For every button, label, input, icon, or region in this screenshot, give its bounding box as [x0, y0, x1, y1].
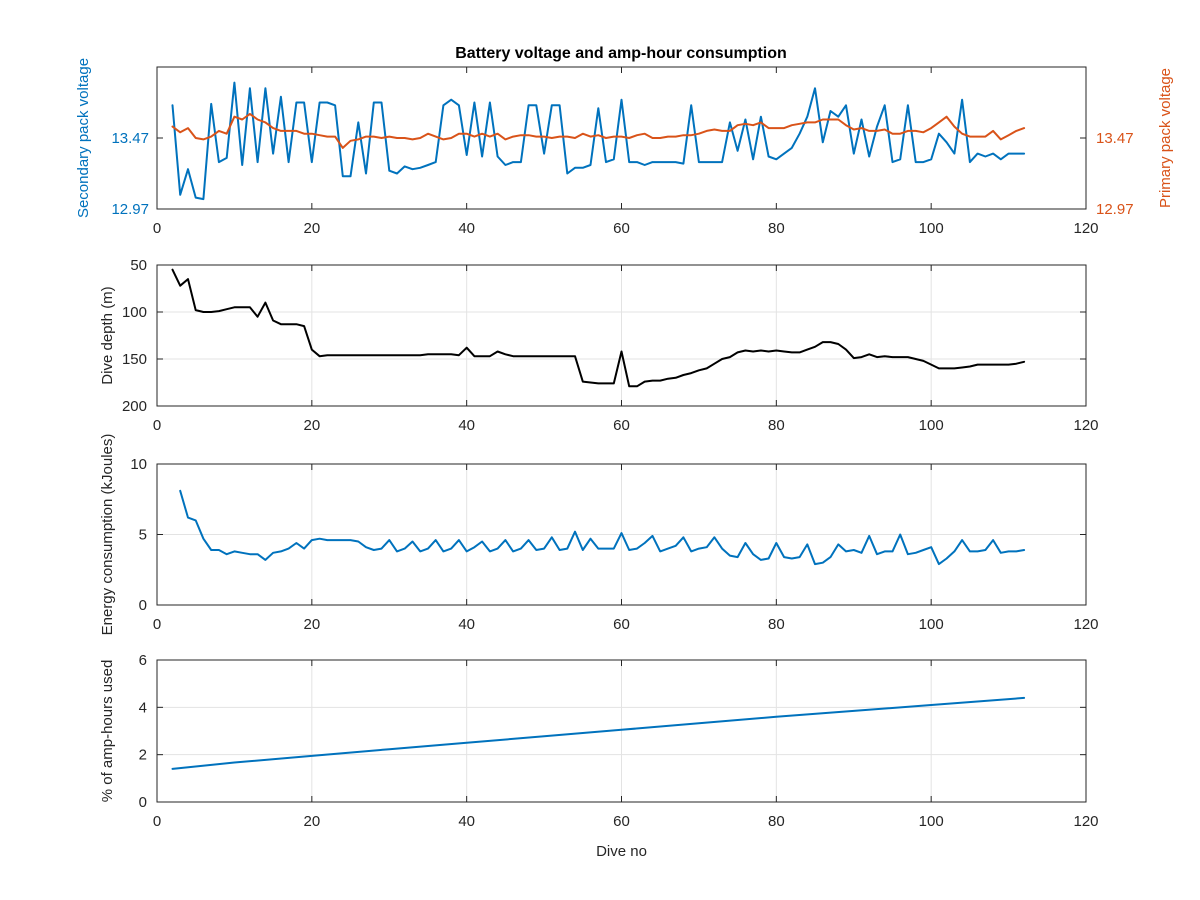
x-tick-label: 120 — [1073, 220, 1098, 237]
y-tick-label-right: 12.97 — [1096, 201, 1134, 218]
y-tick-label: 150 — [122, 351, 147, 368]
subplot-3: 0 20 40 60 80 100 120 0 5 10 Energy consumption (k… — [99, 434, 1099, 636]
y-tick-label: 2 — [139, 747, 147, 764]
x-tick-label: 100 — [919, 417, 944, 434]
series-line-1 — [171, 696, 1026, 770]
axes-box — [156, 66, 1087, 210]
x-axis-label: Dive no — [596, 843, 647, 860]
y-tick-label: 4 — [139, 699, 147, 716]
y-axis-label: Energy consumption (kJoules) — [99, 434, 116, 636]
x-tick-label: 100 — [919, 813, 944, 830]
series-line-1 — [171, 268, 1026, 388]
y-tick-label: 6 — [139, 652, 147, 669]
y-tick-label: 100 — [122, 304, 147, 321]
x-tick-label: 60 — [613, 616, 630, 633]
x-tick-label: 40 — [458, 220, 475, 237]
y-tick-label-left: 13.47 — [111, 130, 149, 147]
y-axis-label-right: Primary pack voltage — [1157, 68, 1174, 208]
subplots: 0 20 40 60 80 100 12012.9713.4712.9713.47Secon… — [75, 58, 1174, 860]
x-tick-label: 60 — [613, 417, 630, 434]
x-tick-label: 120 — [1073, 616, 1098, 633]
x-tick-label: 20 — [303, 417, 320, 434]
subplot-4: 0 20 40 60 80 100 120 0 2 4 6 % of amp-hours used Di… — [99, 652, 1099, 860]
y-tick-label-right: 13.47 — [1096, 130, 1134, 147]
y-axis-label-left: Secondary pack voltage — [75, 58, 92, 218]
y-axis-label: Dive depth (m) — [99, 286, 116, 384]
x-tick-label: 60 — [613, 220, 630, 237]
x-tick-label: 80 — [768, 220, 785, 237]
x-tick-label: 0 — [153, 417, 161, 434]
y-axis-label: % of amp-hours used — [99, 660, 116, 803]
x-tick-label: 20 — [303, 220, 320, 237]
series-line-1 — [179, 489, 1026, 566]
x-tick-label: 20 — [303, 813, 320, 830]
x-tick-label: 0 — [153, 813, 161, 830]
subplot-2: 0 20 40 60 80 100 120 50 100 150 200 Dive depth (m) — [99, 257, 1099, 434]
y-tick-label: 50 — [130, 257, 147, 274]
x-tick-label: 80 — [768, 417, 785, 434]
y-tick-label: 0 — [139, 794, 147, 811]
subplot-1: 0 20 40 60 80 100 120 12.97 13.47 12.97 13.47 Secon… — [75, 58, 1174, 237]
series-line-2 — [171, 112, 1026, 149]
x-tick-label: 0 — [153, 220, 161, 237]
x-tick-label: 80 — [768, 813, 785, 830]
x-tick-label: 100 — [919, 220, 944, 237]
y-tick-label: 5 — [139, 527, 147, 544]
x-tick-label: 20 — [303, 616, 320, 633]
x-tick-label: 120 — [1073, 813, 1098, 830]
x-tick-label: 0 — [153, 616, 161, 633]
series-line-1 — [171, 81, 1026, 201]
y-tick-label: 200 — [122, 398, 147, 415]
x-tick-label: 40 — [458, 616, 475, 633]
x-tick-label: 120 — [1073, 417, 1098, 434]
figure-title: Battery voltage and amp-hour consumption — [455, 45, 787, 62]
y-tick-label: 10 — [130, 456, 147, 473]
x-tick-label: 80 — [768, 616, 785, 633]
x-tick-label: 100 — [919, 616, 944, 633]
y-tick-label: 0 — [139, 597, 147, 614]
x-tick-label: 40 — [458, 417, 475, 434]
y-tick-label-left: 12.97 — [111, 201, 149, 218]
x-tick-label: 40 — [458, 813, 475, 830]
x-tick-label: 60 — [613, 813, 630, 830]
